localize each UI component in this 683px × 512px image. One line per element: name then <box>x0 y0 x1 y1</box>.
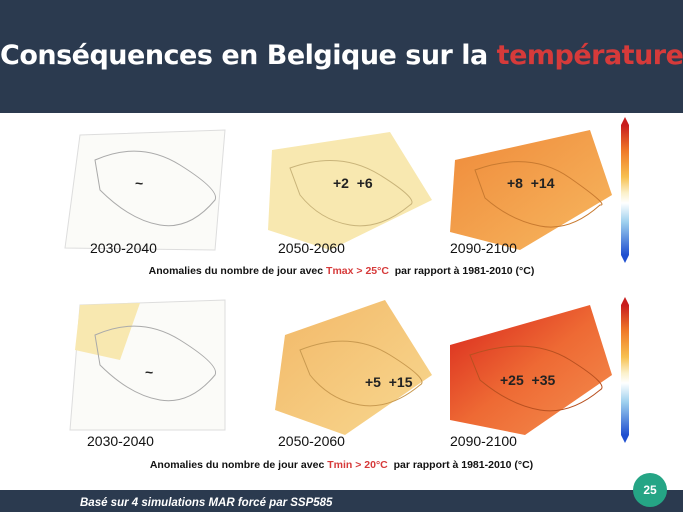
page-number: 25 <box>633 473 667 507</box>
map-annotation: +25 +35 <box>500 372 556 388</box>
map <box>64 129 226 251</box>
map <box>450 305 612 435</box>
colorbar <box>621 305 629 435</box>
caption: Anomalies du nombre de jour avec Tmax > … <box>0 265 683 277</box>
map-annotation: +5 +15 <box>365 374 413 390</box>
caption-text: par rapport à 1981-2010 (°C) <box>387 459 534 471</box>
map-border <box>94 150 217 227</box>
title-text: Conséquences en Belgique sur la <box>0 40 497 71</box>
map-border <box>474 161 603 228</box>
colorbar-arrow <box>621 297 629 305</box>
map-annotation: ~ <box>145 364 154 380</box>
caption-highlight: Tmax > 25°C <box>326 265 389 277</box>
period-label: 2050-2060 <box>278 433 345 449</box>
period-label: 2030-2040 <box>87 433 154 449</box>
caption-text: par rapport à 1981-2010 (°C) <box>388 265 535 277</box>
header-band <box>0 0 683 113</box>
caption-highlight: Tmin > 20°C <box>327 459 388 471</box>
period-label: 2050-2060 <box>278 240 345 256</box>
map <box>75 303 140 360</box>
colorbar-arrow <box>621 255 629 263</box>
period-label: 2090-2100 <box>450 433 517 449</box>
period-label: 2030-2040 <box>90 240 157 256</box>
map-border <box>299 340 423 407</box>
map-border <box>469 345 603 412</box>
colorbar-arrow <box>621 435 629 443</box>
map-annotation: +8 +14 <box>507 175 555 191</box>
map-annotation: ~ <box>135 175 144 191</box>
footer-band <box>0 490 683 512</box>
map-border <box>94 325 217 402</box>
footer-note: Basé sur 4 simulations MAR forcé par SSP… <box>80 497 333 509</box>
colorbar-arrow <box>621 117 629 125</box>
map-annotation: +2 +6 <box>333 175 373 191</box>
period-label: 2090-2100 <box>450 240 517 256</box>
title-highlight: température <box>496 40 683 71</box>
title: Conséquences en Belgique sur la températ… <box>0 40 683 71</box>
map <box>450 130 612 250</box>
caption: Anomalies du nombre de jour avec Tmin > … <box>0 459 683 471</box>
caption-text: Anomalies du nombre de jour avec <box>149 459 328 471</box>
colorbar <box>621 125 629 255</box>
caption-text: Anomalies du nombre de jour avec <box>148 265 327 277</box>
map <box>268 132 432 250</box>
map-border <box>289 159 413 227</box>
